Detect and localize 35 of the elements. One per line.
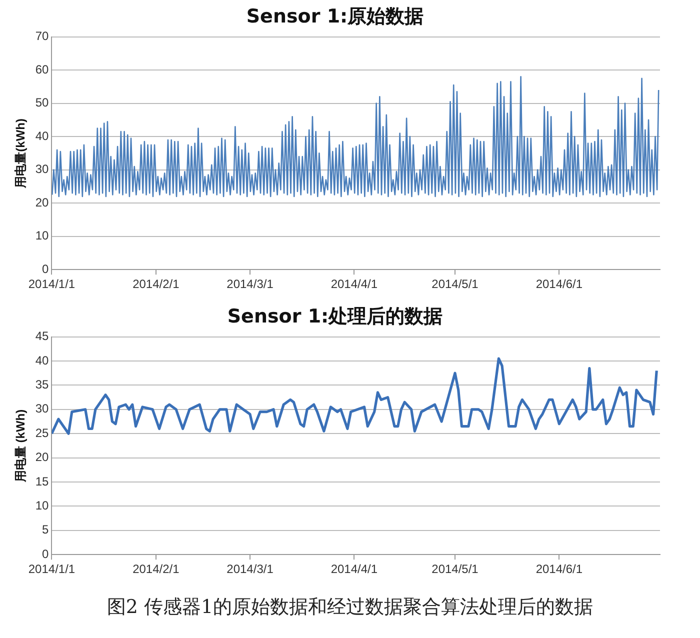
y-tick-label: 40 [35, 128, 50, 143]
y-tick-label: 5 [42, 522, 50, 537]
x-tick-label: 2014/6/1 [536, 277, 583, 292]
y-tick-label: 60 [35, 62, 50, 76]
x-tick-label: 2014/2/1 [132, 562, 180, 576]
x-tick-label: 2014/5/1 [432, 562, 479, 576]
x-tick-label: 2014/6/1 [536, 562, 583, 576]
y-tick-label: 70 [35, 29, 50, 44]
y-tick-label: 40 [35, 353, 50, 368]
y-tick-label: 0 [42, 546, 50, 561]
x-tick-label: 2014/3/1 [226, 277, 274, 292]
chart-title: Sensor 1:处理后的数据 [227, 305, 443, 328]
y-tick-label: 35 [35, 378, 50, 392]
x-tick-label: 2014/5/1 [432, 277, 479, 292]
y-tick-label: 10 [35, 228, 50, 243]
x-tick-label: 2014/3/1 [226, 562, 274, 576]
x-tick-label: 2014/1/1 [28, 277, 76, 292]
y-tick-label: 20 [35, 195, 50, 210]
y-axis-title: 用电量 (kWh) [14, 409, 28, 484]
y-tick-label: 15 [35, 474, 50, 488]
y-tick-label: 0 [42, 262, 50, 276]
y-tick-label: 30 [35, 402, 50, 416]
caption: 图2 传感器1的原始数据和经过数据聚合算法处理后的数据 [106, 595, 594, 620]
x-tick-label: 2014/1/1 [28, 562, 76, 576]
x-tick-label: 2014/2/1 [132, 277, 180, 292]
y-tick-label: 30 [35, 162, 50, 176]
y-tick-label: 20 [35, 450, 50, 464]
y-axis-title: 用电量(kWh) [14, 118, 28, 189]
y-tick-label: 10 [35, 498, 50, 513]
x-tick-label: 2014/4/1 [330, 562, 378, 576]
y-tick-label: 45 [35, 329, 50, 344]
y-tick-label: 50 [35, 96, 50, 110]
y-tick-label: 25 [35, 426, 50, 440]
chart-title: Sensor 1:原始数据 [246, 5, 424, 28]
x-tick-label: 2014/4/1 [330, 277, 378, 292]
